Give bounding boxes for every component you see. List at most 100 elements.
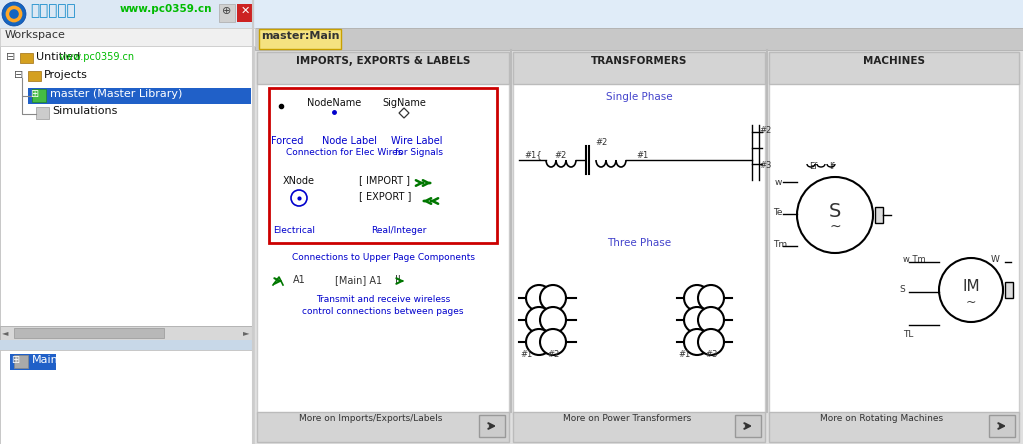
Text: #1: #1	[678, 350, 691, 359]
Text: II: II	[395, 275, 401, 285]
Bar	[237, 4, 253, 22]
Bar	[479, 415, 505, 437]
Circle shape	[540, 329, 566, 355]
Bar	[0, 46, 253, 326]
Text: Connection for Elec Wires: Connection for Elec Wires	[285, 148, 402, 157]
Text: ✕: ✕	[240, 6, 250, 16]
Text: S: S	[829, 202, 841, 221]
Circle shape	[291, 190, 307, 206]
Text: Single Phase: Single Phase	[606, 92, 672, 102]
Bar	[36, 107, 49, 119]
Text: Transmit and receive wireless: Transmit and receive wireless	[316, 295, 450, 304]
Bar	[255, 28, 1023, 50]
Bar	[513, 52, 765, 84]
Text: Workspace: Workspace	[5, 30, 65, 40]
Text: Untitled: Untitled	[36, 52, 80, 62]
Text: ►: ►	[243, 328, 250, 337]
Bar	[0, 0, 253, 28]
Circle shape	[5, 6, 23, 22]
Bar	[0, 0, 1023, 28]
Circle shape	[698, 307, 724, 333]
Text: Connections to Upper Page Components: Connections to Upper Page Components	[292, 253, 475, 262]
Text: www.pc0359.cn: www.pc0359.cn	[120, 4, 213, 14]
Bar	[219, 4, 235, 22]
Text: SigName: SigName	[382, 98, 426, 108]
Text: Ef: Ef	[809, 162, 817, 171]
Text: TL: TL	[903, 330, 914, 339]
Text: Simulations: Simulations	[52, 106, 118, 116]
Text: master (Master Library): master (Master Library)	[50, 89, 182, 99]
Text: Real/Integer: Real/Integer	[371, 226, 427, 235]
Bar	[0, 340, 253, 350]
Text: w Tm: w Tm	[903, 255, 926, 264]
Circle shape	[684, 285, 710, 311]
Bar	[875, 207, 883, 223]
Circle shape	[540, 285, 566, 311]
Circle shape	[526, 307, 552, 333]
Bar	[257, 52, 509, 414]
Text: #2: #2	[595, 138, 607, 147]
Text: ◄: ◄	[2, 328, 8, 337]
Text: [ IMPORT ]: [ IMPORT ]	[359, 175, 410, 185]
Text: IM: IM	[963, 278, 980, 293]
Bar	[14, 328, 164, 338]
Bar	[28, 71, 41, 81]
Bar	[10, 354, 56, 370]
Text: NodeName: NodeName	[307, 98, 361, 108]
Circle shape	[797, 177, 873, 253]
Text: #2: #2	[554, 151, 567, 159]
Text: 河東軟件園: 河東軟件園	[30, 3, 76, 18]
Bar	[259, 29, 341, 49]
Text: control connections between pages: control connections between pages	[302, 307, 463, 316]
Text: Node Label: Node Label	[321, 136, 376, 146]
Circle shape	[698, 285, 724, 311]
Bar	[255, 50, 1023, 444]
Text: More on Imports/Exports/Labels: More on Imports/Exports/Labels	[300, 414, 443, 423]
Text: Projects: Projects	[44, 70, 88, 80]
Circle shape	[2, 2, 26, 26]
Circle shape	[684, 307, 710, 333]
Bar	[32, 89, 46, 102]
Text: for Signals: for Signals	[395, 148, 443, 157]
Text: More on Rotating Machines: More on Rotating Machines	[820, 414, 943, 423]
Text: [Main] A1: [Main] A1	[335, 275, 383, 285]
Circle shape	[526, 329, 552, 355]
Text: XNode: XNode	[283, 176, 315, 186]
Text: #1: #1	[636, 151, 649, 159]
Text: ⊕: ⊕	[222, 6, 231, 16]
Bar	[769, 412, 1019, 442]
Circle shape	[698, 329, 724, 355]
Text: #2: #2	[547, 350, 560, 359]
Bar	[28, 88, 251, 104]
Text: Main: Main	[32, 355, 58, 365]
Circle shape	[540, 307, 566, 333]
Text: If: If	[829, 162, 835, 171]
Text: Electrical: Electrical	[273, 226, 315, 235]
Bar	[769, 52, 1019, 414]
Text: ⊟: ⊟	[14, 70, 24, 80]
Bar	[1005, 282, 1013, 298]
Text: #1{: #1{	[525, 151, 542, 159]
Bar	[20, 53, 33, 63]
Bar	[255, 0, 1023, 28]
Text: #3: #3	[759, 160, 771, 170]
Bar	[513, 52, 765, 414]
Text: IMPORTS, EXPORTS & LABELS: IMPORTS, EXPORTS & LABELS	[296, 56, 471, 66]
Text: w: w	[775, 178, 783, 187]
Text: Three Phase: Three Phase	[607, 238, 671, 248]
Bar	[769, 52, 1019, 84]
Bar	[0, 350, 253, 444]
Text: [ EXPORT ]: [ EXPORT ]	[359, 191, 411, 201]
Bar	[14, 355, 28, 368]
Text: Te: Te	[773, 208, 783, 217]
Bar	[0, 326, 253, 340]
Text: Forced: Forced	[271, 136, 303, 146]
Text: #3: #3	[706, 350, 718, 359]
Circle shape	[939, 258, 1003, 322]
Bar	[257, 412, 509, 442]
Text: #2: #2	[759, 126, 771, 135]
Bar	[269, 88, 497, 243]
Text: #1: #1	[520, 350, 532, 359]
Text: ⊟: ⊟	[6, 52, 15, 62]
Bar	[989, 415, 1015, 437]
